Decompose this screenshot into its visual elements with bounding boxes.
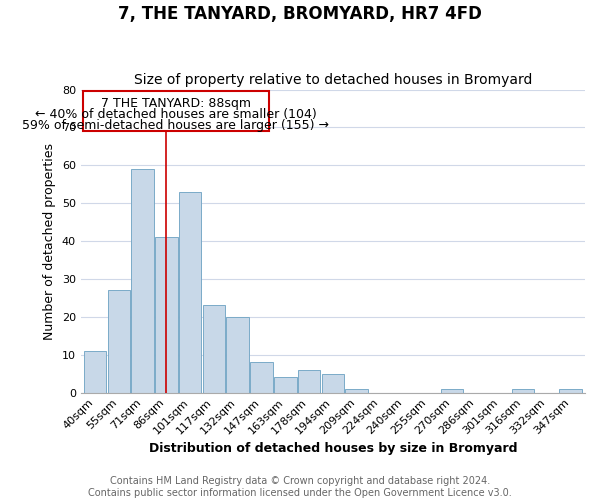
Bar	[203, 306, 225, 392]
Bar	[440, 389, 463, 392]
Bar	[226, 317, 249, 392]
Text: 7 THE TANYARD: 88sqm: 7 THE TANYARD: 88sqm	[101, 97, 251, 110]
Bar	[179, 192, 202, 392]
Bar	[298, 370, 320, 392]
Bar	[155, 238, 178, 392]
Text: ← 40% of detached houses are smaller (104): ← 40% of detached houses are smaller (10…	[35, 108, 317, 120]
FancyBboxPatch shape	[83, 92, 269, 131]
Y-axis label: Number of detached properties: Number of detached properties	[43, 142, 56, 340]
Bar	[274, 378, 296, 392]
Bar	[346, 389, 368, 392]
Bar	[84, 351, 106, 393]
Text: 7, THE TANYARD, BROMYARD, HR7 4FD: 7, THE TANYARD, BROMYARD, HR7 4FD	[118, 5, 482, 23]
Bar	[322, 374, 344, 392]
Bar	[131, 169, 154, 392]
Title: Size of property relative to detached houses in Bromyard: Size of property relative to detached ho…	[134, 73, 532, 87]
Bar	[250, 362, 273, 392]
Text: 59% of semi-detached houses are larger (155) →: 59% of semi-detached houses are larger (…	[22, 118, 329, 132]
Text: Contains HM Land Registry data © Crown copyright and database right 2024.
Contai: Contains HM Land Registry data © Crown c…	[88, 476, 512, 498]
X-axis label: Distribution of detached houses by size in Bromyard: Distribution of detached houses by size …	[149, 442, 517, 455]
Bar	[107, 290, 130, 392]
Bar	[559, 389, 582, 392]
Bar	[512, 389, 535, 392]
